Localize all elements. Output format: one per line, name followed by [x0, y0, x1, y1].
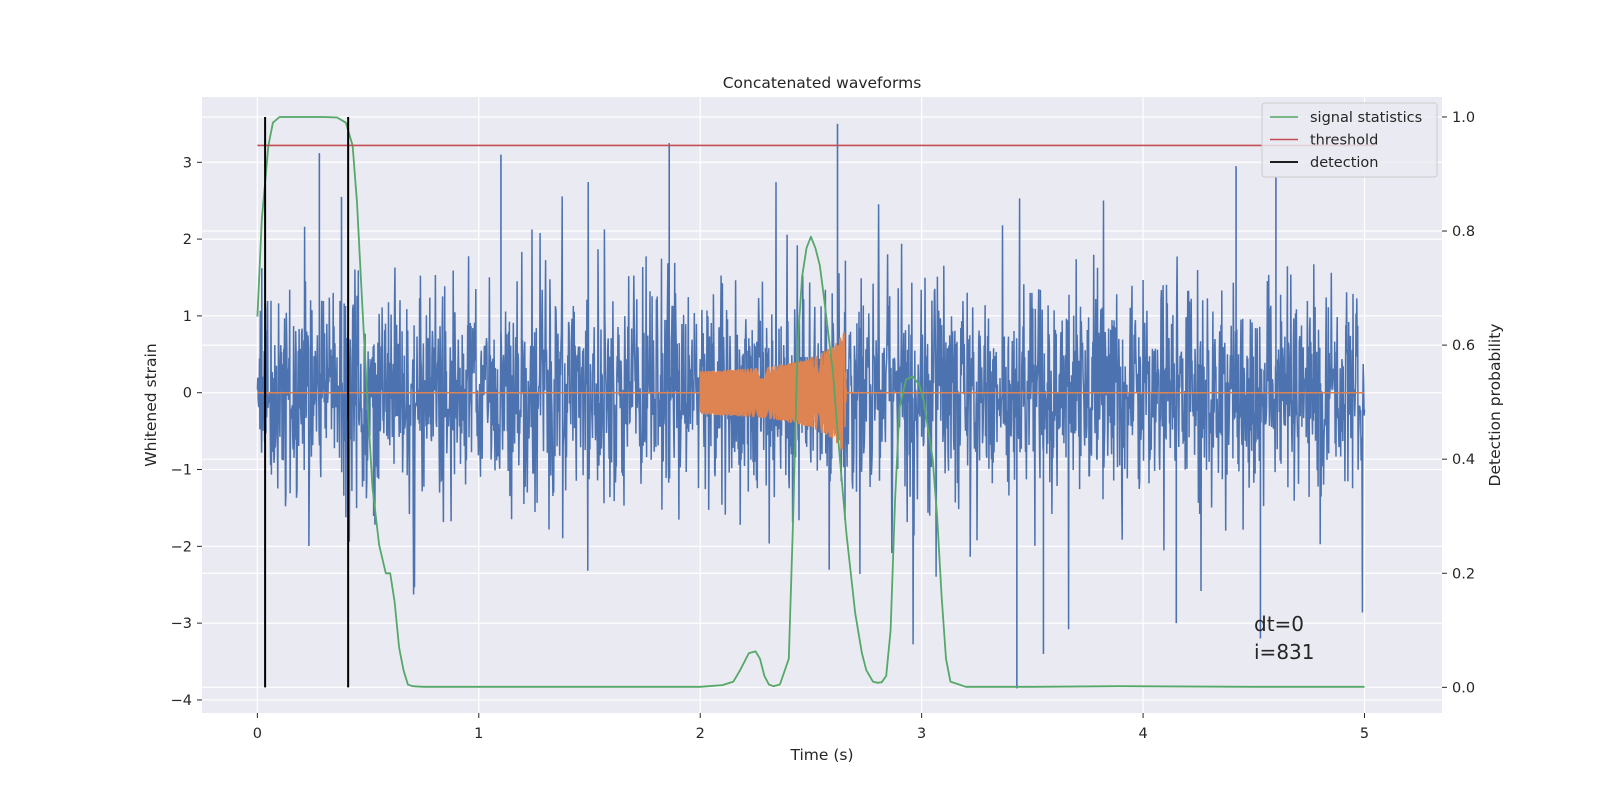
y-tick-label: −4 [171, 693, 192, 709]
legend: signal statistics threshold detection [1261, 102, 1438, 178]
y2-tick-label: 1.0 [1452, 110, 1475, 126]
y2-tick-label: 0.6 [1452, 338, 1475, 354]
series-line-whitened-strain [256, 181, 1366, 645]
y-tick-label: −3 [171, 616, 192, 632]
axes: 0 1 2 3 4 5 −4 −3 −2 −1 0 1 2 3 0.0 0.2 0.4 0.6 0.8 1.0 [171, 110, 1475, 742]
x-tick-label: 5 [1360, 726, 1369, 742]
y-tick-label: 2 [183, 232, 192, 248]
series-line-injected-signal [257, 332, 1365, 450]
legend-label-detection: detection [1310, 155, 1378, 171]
y2-tick-label: 0.0 [1452, 680, 1475, 696]
x-tick-label: 1 [474, 726, 483, 742]
y2-axis-label: Detection probability [1486, 324, 1504, 487]
series-line-signal-statistics [256, 116, 1365, 688]
y2-tick-label: 0.4 [1452, 452, 1475, 468]
x-tick-label: 3 [917, 726, 926, 742]
x-tick-label: 0 [253, 726, 262, 742]
annotation-dt: dt=0 [1254, 612, 1304, 636]
x-tick-label: 2 [696, 726, 705, 742]
legend-label-signal-statistics: signal statistics [1310, 110, 1422, 126]
y-tick-label: 1 [183, 309, 192, 325]
x-axis-label: Time (s) [789, 746, 853, 764]
grid [202, 97, 1442, 713]
y2-tick-label: 0.2 [1452, 566, 1475, 582]
annotation-index: i=831 [1254, 640, 1315, 664]
y-tick-label: −2 [171, 539, 192, 555]
y-axis-label: Whitened strain [142, 343, 160, 466]
y-tick-label: 3 [183, 155, 192, 171]
y-tick-label: 0 [183, 386, 192, 402]
data-layer [256, 116, 1376, 689]
x-tick-label: 4 [1138, 726, 1147, 742]
y-tick-label: −1 [171, 463, 192, 479]
legend-box [1261, 102, 1438, 178]
legend-label-threshold: threshold [1310, 133, 1378, 149]
y2-tick-label: 0.8 [1452, 224, 1475, 240]
chart-title: Concatenated waveforms [723, 74, 922, 92]
